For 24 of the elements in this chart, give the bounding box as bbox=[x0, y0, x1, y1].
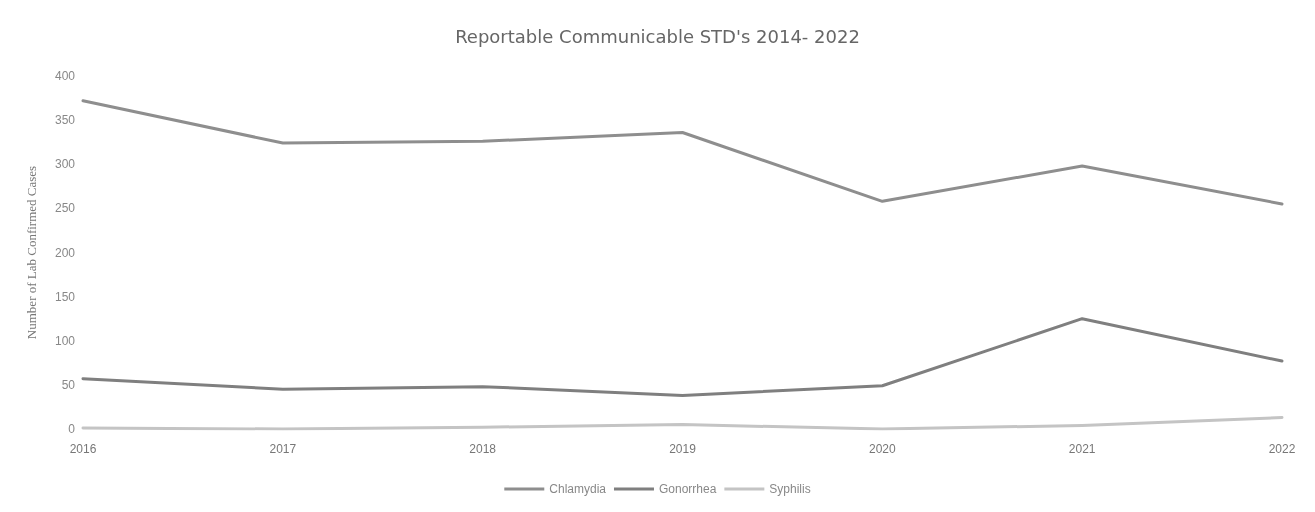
y-tick-label: 100 bbox=[54, 333, 76, 348]
legend-label: Syphilis bbox=[769, 482, 811, 496]
y-tick-label: 0 bbox=[68, 422, 76, 436]
x-tick-label: 2018 bbox=[469, 442, 497, 456]
legend-label: Chlamydia bbox=[549, 482, 607, 496]
x-tick-label: 2021 bbox=[1068, 442, 1096, 456]
x-tick-label: 2017 bbox=[269, 442, 297, 456]
y-tick-label: 350 bbox=[54, 113, 76, 128]
y-tick-label: 250 bbox=[54, 201, 76, 216]
line-series bbox=[81, 99, 1284, 206]
chart-title: Reportable Communicable STD's 2014- 2022 bbox=[455, 25, 860, 47]
y-tick-label: 150 bbox=[54, 289, 76, 304]
y-axis-title: Number of Lab Confirmed Cases bbox=[24, 165, 39, 340]
x-tick-label: 2022 bbox=[1268, 442, 1296, 456]
y-tick-label: 400 bbox=[54, 69, 76, 83]
y-tick-label: 300 bbox=[54, 157, 76, 172]
y-tick-label: 200 bbox=[54, 245, 76, 260]
y-tick-label: 50 bbox=[61, 377, 76, 392]
x-tick-label: 2019 bbox=[669, 442, 697, 456]
legend-label: Gonorrhea bbox=[658, 482, 717, 496]
line-series bbox=[81, 416, 1284, 431]
line-series bbox=[81, 317, 1284, 397]
x-tick-label: 2016 bbox=[69, 442, 97, 456]
x-tick-label: 2020 bbox=[868, 442, 896, 456]
